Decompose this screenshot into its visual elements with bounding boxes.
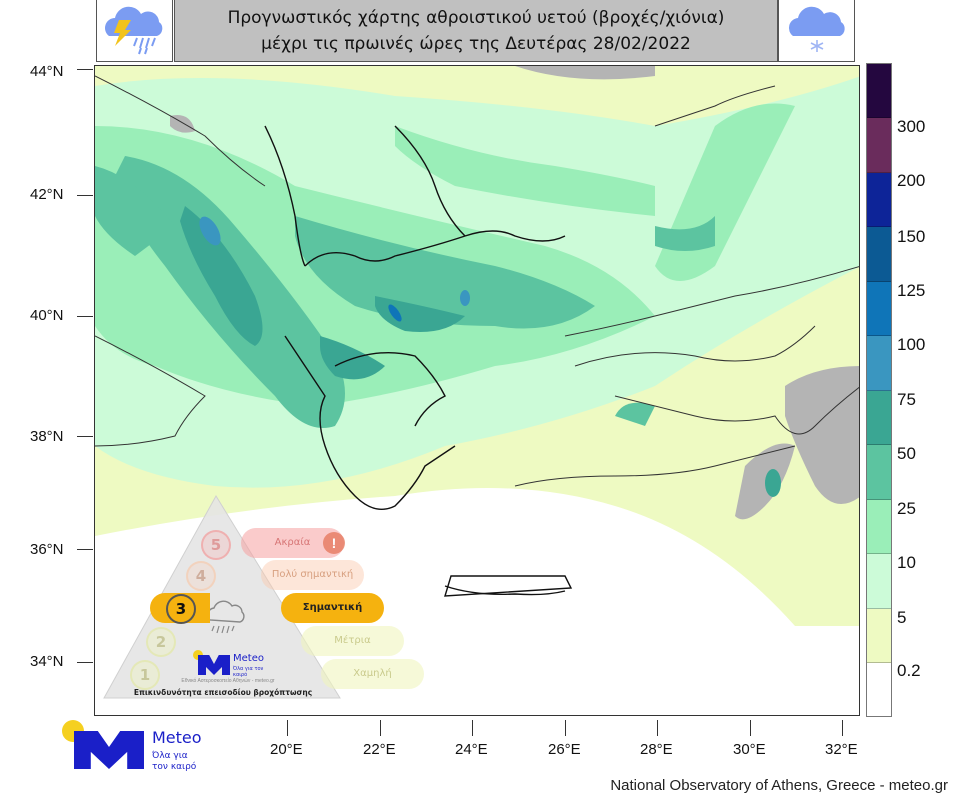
colorbar [866,63,892,717]
colorbar-label: 75 [897,390,916,409]
lat-label-40: 40°N [30,307,64,324]
lon-label-32: 32°E [825,741,858,758]
colorbar-label: 150 [897,227,926,246]
lon-tick [472,720,473,736]
risk-level-1-number: 1 [130,660,160,690]
colorbar-label: 200 [897,171,926,190]
meteo-logo[interactable]: Meteo Όλα για τον καιρό [62,720,222,775]
lon-tick [287,720,288,736]
logo-name: Meteo [152,728,202,747]
rain-thunder-cloud-icon [105,6,163,55]
lat-label-36: 36°N [30,541,64,558]
rain-thunder-icon-box [96,0,173,62]
colorbar-segment [867,227,891,282]
risk-level-3-number: 3 [166,594,196,624]
lon-tick [657,720,658,736]
pyramid-brand-caption: Εθνικό Αστεροσκοπείο Αθηνών - meteo.gr [181,678,275,684]
snow-cloud-icon [788,6,845,52]
logo-tagline-1: Όλα για [152,751,188,761]
risk-level-3-bar: Σημαντική [281,593,384,623]
colorbar-label: 5 [897,608,907,627]
lon-label-20: 20°E [270,741,303,758]
colorbar-segment [867,64,891,118]
lon-label-24: 24°E [455,741,488,758]
colorbar-segment [867,663,891,716]
title-line-2: μέχρι τις πρωινές ώρες της Δευτέρας 28/0… [261,34,691,54]
lon-label-22: 22°E [363,741,396,758]
colorbar-label: 125 [897,281,926,300]
risk-level-5-number: 5 [201,530,231,560]
colorbar-label: 10 [897,553,916,572]
lat-tick [77,69,93,70]
risk-level-2-number: 2 [146,627,176,657]
risk-level-1-bar: Χαμηλή [321,659,424,689]
lat-label-34: 34°N [30,653,64,670]
colorbar-segment [867,554,891,609]
lon-tick [842,720,843,736]
logo-tagline-2: τον καιρό [152,762,197,772]
colorbar-label: 300 [897,117,926,136]
risk-level-2-label: Μέτρια [334,635,371,646]
risk-level-4-bar: Πολύ σημαντική [261,560,364,590]
colorbar-segment [867,118,891,173]
colorbar-segment [867,336,891,391]
lon-label-26: 26°E [548,741,581,758]
lat-label-44: 44°N [30,63,64,80]
risk-level-4-label: Πολύ σημαντική [271,569,354,580]
lon-label-30: 30°E [733,741,766,758]
risk-level-5-label: Ακραία [274,537,311,548]
lat-tick [77,662,93,663]
risk-level-1-label: Χαμηλή [353,668,392,679]
lat-label-38: 38°N [30,428,64,445]
title-panel: Προγνωστικός χάρτης αθροιστικού υετού (β… [174,0,778,62]
colorbar-segment [867,609,891,663]
meteo-m-icon [74,731,144,769]
colorbar-label: 100 [897,335,926,354]
lon-tick [750,720,751,736]
lon-tick [380,720,381,736]
lat-label-42: 42°N [30,186,64,203]
risk-level-2-bar: Μέτρια [301,626,404,656]
lat-tick [77,549,93,550]
colorbar-segment [867,391,891,445]
meteo-m-icon [198,655,230,675]
lat-tick [77,195,93,196]
colorbar-label: 50 [897,444,916,463]
title-line-1: Προγνωστικός χάρτης αθροιστικού υετού (β… [227,8,725,28]
pyramid-brand-tagline: Όλα για τον καιρό [233,666,264,678]
lon-label-28: 28°E [640,741,673,758]
colorbar-label: 0.2 [897,661,921,680]
colorbar-segment [867,445,891,500]
colorbar-segment [867,173,891,227]
risk-level-4-number: 4 [186,561,216,591]
pyramid-brand-name: Meteo [233,653,264,664]
risk-level-3-label: Σημαντική [302,602,363,613]
pyramid-caption: Επικινδυνότητα επεισοδίου βροχόπτωσης [133,688,313,697]
lon-tick [565,720,566,736]
footer-credit: National Observatory of Athens, Greece -… [610,777,948,794]
risk-pyramid-panel: Ακραία ! Πολύ σημαντική Σημαντική Μέτρια… [98,490,428,710]
colorbar-label: 25 [897,499,916,518]
colorbar-segment [867,500,891,554]
colorbar-segment [867,282,891,336]
warning-exclamation-icon: ! [323,532,345,554]
snow-icon-box [778,0,855,62]
lat-tick [77,436,93,437]
lat-tick [77,316,93,317]
